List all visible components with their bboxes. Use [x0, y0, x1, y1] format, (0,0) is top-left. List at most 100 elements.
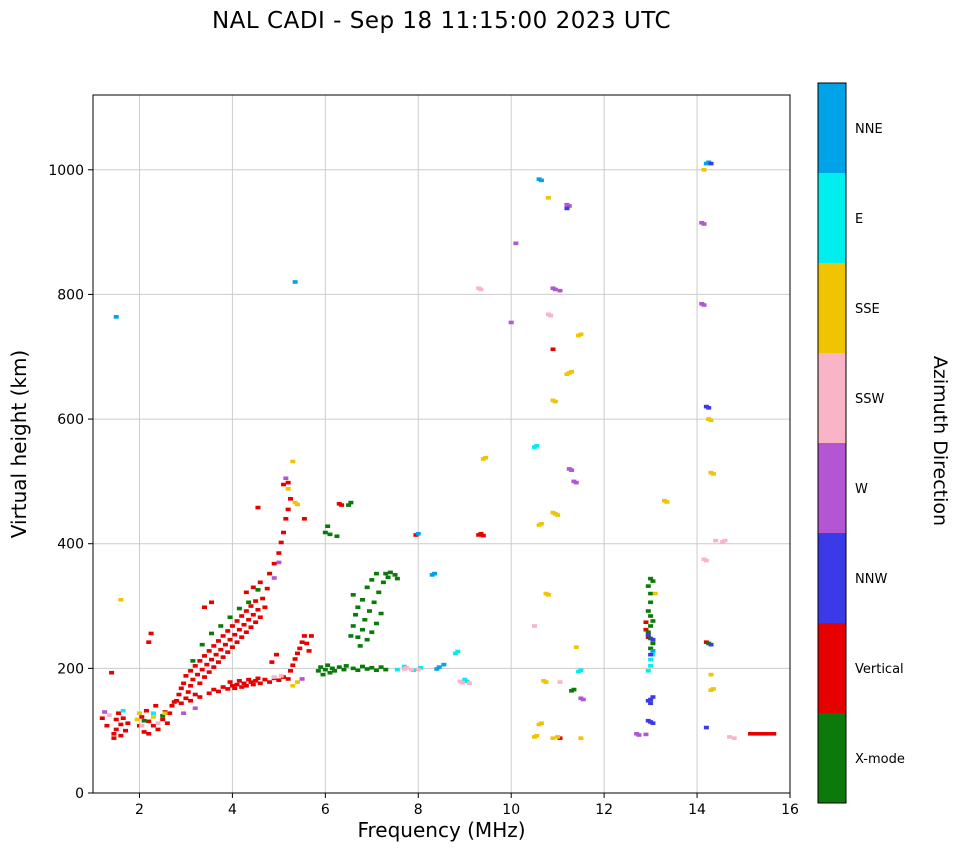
data-point: [294, 651, 300, 656]
data-point: [383, 667, 389, 672]
data-point: [432, 571, 438, 576]
colorbar-segment: [818, 173, 846, 264]
data-point: [208, 600, 214, 605]
data-point: [708, 642, 714, 647]
colorbar-label: Azimuth Direction: [929, 355, 951, 527]
data-point: [267, 571, 273, 576]
data-point: [355, 668, 361, 673]
data-point: [418, 665, 424, 670]
data-point: [153, 703, 159, 708]
data-point: [383, 571, 389, 576]
data-point: [322, 530, 328, 535]
data-point: [192, 692, 198, 697]
data-point: [350, 666, 356, 671]
data-point: [369, 578, 375, 582]
data-point: [325, 663, 331, 668]
data-point: [285, 677, 291, 681]
data-point: [111, 736, 117, 740]
data-point: [248, 680, 254, 684]
plot-background: [93, 95, 790, 793]
data-point: [648, 600, 654, 605]
data-point: [364, 637, 370, 642]
data-point: [250, 612, 256, 617]
data-point: [227, 615, 233, 620]
data-point: [281, 530, 287, 535]
data-point: [578, 736, 584, 740]
data-point: [701, 167, 707, 172]
data-point: [243, 590, 249, 595]
data-point: [269, 660, 275, 664]
data-point: [557, 288, 563, 293]
data-point: [727, 735, 733, 739]
data-point: [415, 667, 421, 672]
data-point: [234, 682, 240, 687]
data-point: [348, 634, 354, 638]
data-point: [155, 727, 161, 732]
data-point: [748, 731, 754, 736]
data-point: [271, 561, 277, 566]
data-point: [276, 678, 282, 682]
data-point: [548, 313, 554, 318]
data-point: [308, 634, 314, 638]
data-point: [239, 685, 245, 689]
data-point: [394, 576, 400, 581]
data-point: [213, 652, 219, 657]
data-point: [246, 600, 252, 605]
data-point: [371, 600, 377, 605]
data-point: [436, 665, 442, 669]
data-point: [538, 521, 544, 526]
colorbar-category-label: NNW: [855, 572, 887, 587]
data-point: [225, 687, 231, 691]
data-point: [109, 670, 115, 675]
data-point: [648, 657, 654, 662]
data-point: [292, 657, 298, 661]
data-point: [573, 645, 579, 649]
data-point: [648, 614, 654, 618]
data-point: [287, 669, 293, 673]
data-point: [387, 570, 393, 575]
data-point: [176, 692, 182, 697]
data-point: [160, 713, 166, 718]
data-point: [215, 689, 221, 694]
data-point: [164, 721, 170, 725]
data-point: [257, 580, 263, 585]
data-point: [185, 690, 191, 694]
data-point: [195, 672, 201, 677]
data-point: [113, 315, 119, 319]
data-point: [325, 524, 331, 529]
data-point: [274, 652, 280, 657]
data-point: [650, 721, 656, 725]
data-point: [113, 717, 119, 722]
data-point: [218, 647, 224, 652]
data-point: [538, 178, 544, 183]
data-point: [188, 669, 194, 673]
data-point: [150, 711, 156, 716]
data-point: [181, 681, 187, 686]
data-point: [141, 718, 147, 723]
data-point: [220, 634, 226, 638]
data-point: [555, 735, 561, 739]
data-point: [571, 687, 577, 692]
data-point: [713, 538, 719, 543]
data-point: [648, 701, 654, 706]
data-point: [315, 669, 321, 673]
chart-title: NAL CADI - Sep 18 11:15:00 2023 UTC: [211, 8, 672, 34]
data-point: [362, 617, 368, 622]
data-point: [578, 332, 584, 337]
data-point: [229, 624, 235, 628]
data-point: [292, 280, 298, 284]
data-point: [643, 627, 649, 632]
data-point: [332, 669, 338, 673]
data-point: [225, 629, 231, 633]
data-point: [297, 646, 303, 651]
data-point: [206, 649, 212, 653]
data-point: [394, 667, 400, 672]
data-point: [327, 532, 333, 537]
data-point: [441, 662, 447, 667]
data-point: [136, 711, 142, 716]
data-point: [285, 507, 291, 512]
data-point: [250, 585, 256, 590]
data-point: [366, 609, 372, 613]
data-point: [557, 680, 563, 684]
